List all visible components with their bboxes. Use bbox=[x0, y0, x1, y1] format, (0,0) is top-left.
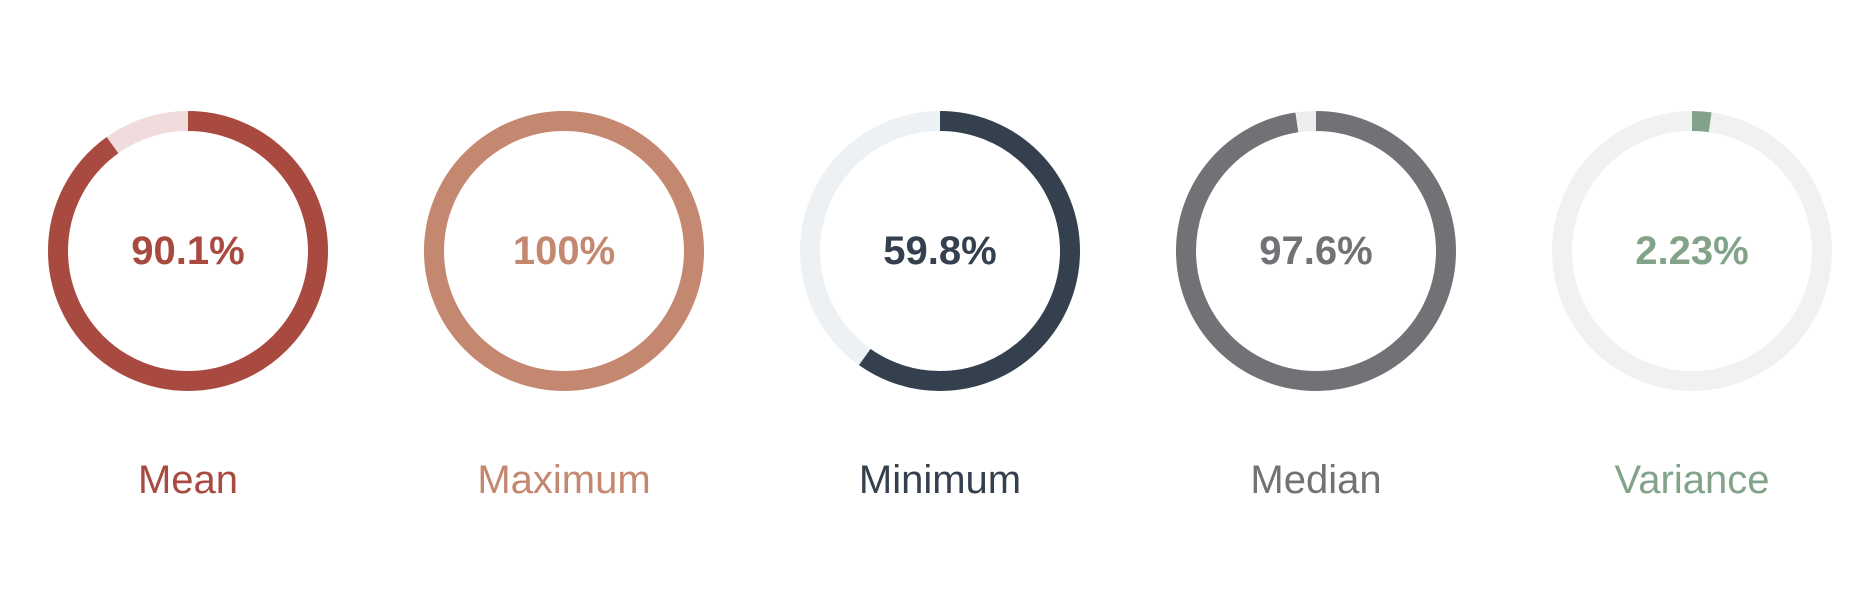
gauge-median-arc bbox=[1176, 111, 1456, 391]
gauge-minimum: 59.8% Minimum bbox=[752, 0, 1128, 590]
gauge-median-value: 97.6% bbox=[1259, 229, 1372, 273]
gauge-mean-chart: 90.1% bbox=[48, 111, 328, 391]
gauge-median-chart: 97.6% bbox=[1176, 111, 1456, 391]
gauge-variance-value: 2.23% bbox=[1635, 229, 1748, 273]
gauge-mean-label: Mean bbox=[137, 458, 239, 502]
gauge-minimum-value: 59.8% bbox=[883, 229, 996, 273]
gauge-maximum-value: 100% bbox=[513, 229, 615, 273]
gauge-variance-arc bbox=[1552, 111, 1832, 391]
gauge-mean: 90.1% Mean bbox=[0, 0, 376, 590]
gauge-mean-arc bbox=[48, 111, 328, 391]
gauge-median-label: Median bbox=[1250, 458, 1382, 502]
gauge-minimum-label: Minimum bbox=[858, 458, 1022, 502]
gauge-variance-label: Variance bbox=[1614, 458, 1770, 502]
gauge-maximum-arc bbox=[424, 111, 704, 391]
gauge-maximum-chart: 100% bbox=[424, 111, 704, 391]
gauge-mean-value: 90.1% bbox=[131, 229, 244, 273]
gauge-minimum-arc bbox=[800, 111, 1080, 391]
gauge-maximum-label: Maximum bbox=[477, 458, 651, 502]
gauge-maximum: 100% Maximum bbox=[376, 0, 752, 590]
gauge-minimum-chart: 59.8% bbox=[800, 111, 1080, 391]
gauge-median: 97.6% Median bbox=[1128, 0, 1504, 590]
gauge-variance: 2.23% Variance bbox=[1504, 0, 1874, 590]
gauge-variance-chart: 2.23% bbox=[1552, 111, 1832, 391]
